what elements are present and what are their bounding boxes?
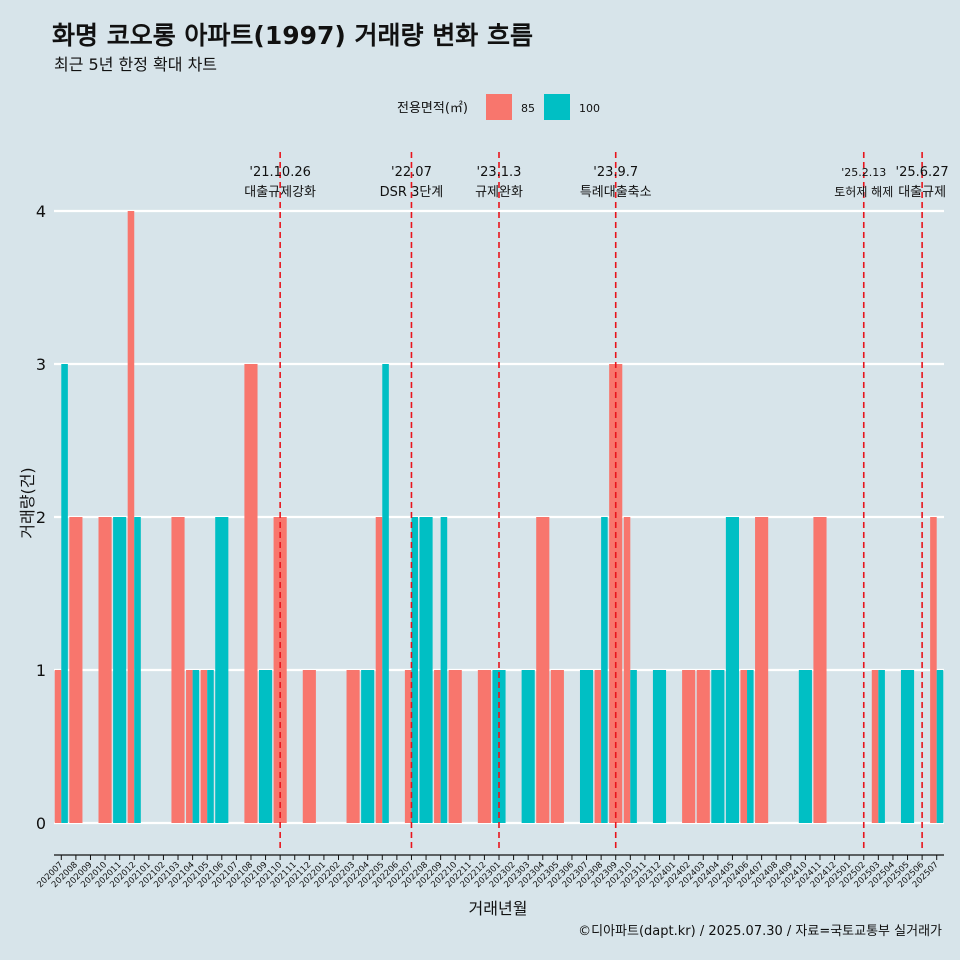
- bar-85-202411: [813, 517, 827, 823]
- legend-swatch-85: [486, 94, 512, 120]
- chart-subtitle: 최근 5년 한정 확대 차트: [54, 55, 217, 74]
- bar-100-202406: [747, 670, 754, 823]
- bar-100-202307: [579, 670, 594, 823]
- bar-100-202308: [601, 517, 608, 823]
- bar-100-202007: [61, 364, 68, 823]
- bar-100-202208: [419, 517, 433, 823]
- event-annotations: '21.10.26 대출규제강화 '22.07 DSR 3단계 '23.1.3 규제완화 '…: [244, 152, 949, 852]
- bar-100-202105: [207, 670, 214, 823]
- legend-title: 전용면적(㎡): [397, 101, 468, 116]
- bar-85-202402: [682, 670, 696, 823]
- bar-100-202012: [134, 517, 141, 823]
- y-axis-label: 거래량(건): [18, 467, 37, 538]
- bar-100-202505: [900, 670, 915, 823]
- event-label-1: DSR 3단계: [380, 185, 444, 200]
- bar-85-202103: [171, 517, 185, 823]
- bar-100-202312: [652, 670, 667, 823]
- x-axis-label: 거래년월: [469, 899, 528, 918]
- bar-85-202212: [477, 670, 491, 823]
- event-label-2: 규제완화: [475, 185, 523, 200]
- y-tick-label: 1: [36, 661, 46, 680]
- event-label-0: 대출규제강화: [244, 185, 316, 200]
- chart-caption: ©디아파트(dapt.kr) / 2025.07.30 / 자료=국토교통부 실…: [578, 924, 942, 939]
- bar-85-202205: [375, 517, 383, 823]
- bar-85-202210: [448, 670, 462, 823]
- bar-100-202104: [192, 670, 200, 823]
- bar-85-202108: [244, 364, 258, 823]
- bar-100-202109: [258, 670, 273, 823]
- event-date-2: '23.1.3: [477, 165, 522, 180]
- bar-85-202203: [346, 670, 360, 823]
- bar-85-202112: [302, 670, 316, 823]
- bar-85-202406: [740, 670, 748, 823]
- bar-85-202104: [186, 670, 193, 823]
- bar-100-202204: [361, 670, 375, 823]
- y-tick-label: 0: [36, 814, 46, 833]
- bar-100-202207: [411, 517, 419, 823]
- bar-100-202303: [521, 670, 535, 823]
- bars: [54, 211, 944, 823]
- event-date-4: '25.2.13: [841, 166, 886, 179]
- event-date-1: '22.07: [391, 165, 432, 180]
- bar-100-202405: [725, 517, 740, 823]
- chart-title: 화명 코오롱 아파트(1997) 거래량 변화 흐름: [52, 21, 533, 50]
- bar-85-202503: [871, 670, 879, 823]
- legend: 전용면적(㎡) 85 100: [397, 94, 600, 120]
- bar-85-202305: [550, 670, 564, 823]
- bar-85-202507: [930, 517, 937, 823]
- y-tick-label: 4: [36, 202, 46, 221]
- event-date-3: '23.9.7: [593, 165, 638, 180]
- bar-100-202503: [878, 670, 885, 823]
- bar-85-202007: [54, 670, 62, 823]
- bar-85-202105: [200, 670, 208, 823]
- y-axis: 0 1 2 3 4: [36, 202, 46, 833]
- bar-85-202207: [404, 670, 412, 823]
- y-tick-label: 3: [36, 355, 46, 374]
- bar-100-202209: [440, 517, 448, 823]
- event-date-5: '25.6.27: [896, 165, 949, 180]
- bar-100-202404: [711, 670, 725, 823]
- bar-85-202310: [623, 517, 631, 823]
- bar-100-202205: [382, 364, 389, 823]
- x-axis: 2020072020082020092020102020112020122021…: [35, 854, 944, 890]
- legend-swatch-100: [544, 94, 570, 120]
- bar-85-202012: [127, 211, 135, 823]
- bar-100-202310: [630, 670, 637, 823]
- event-date-0: '21.10.26: [249, 165, 310, 180]
- bar-85-202110: [273, 517, 287, 823]
- bar-85-202403: [696, 670, 710, 823]
- bar-100-202106: [215, 517, 229, 823]
- y-tick-label: 2: [36, 508, 46, 527]
- bar-85-202010: [98, 517, 112, 823]
- bar-85-202304: [536, 517, 550, 823]
- event-label-5: 대출규제: [898, 185, 946, 200]
- bar-85-202308: [594, 670, 602, 823]
- legend-label-100: 100: [579, 102, 600, 115]
- bar-100-202507: [936, 670, 944, 823]
- bar-85-202008: [69, 517, 83, 823]
- bar-85-202407: [755, 517, 769, 823]
- event-label-3: 특례대출축소: [580, 185, 652, 200]
- bar-100-202410: [798, 670, 812, 823]
- legend-label-85: 85: [521, 102, 535, 115]
- event-label-4: 토허제 해제: [834, 185, 893, 199]
- bar-85-202209: [434, 670, 441, 823]
- bar-100-202011: [113, 517, 127, 823]
